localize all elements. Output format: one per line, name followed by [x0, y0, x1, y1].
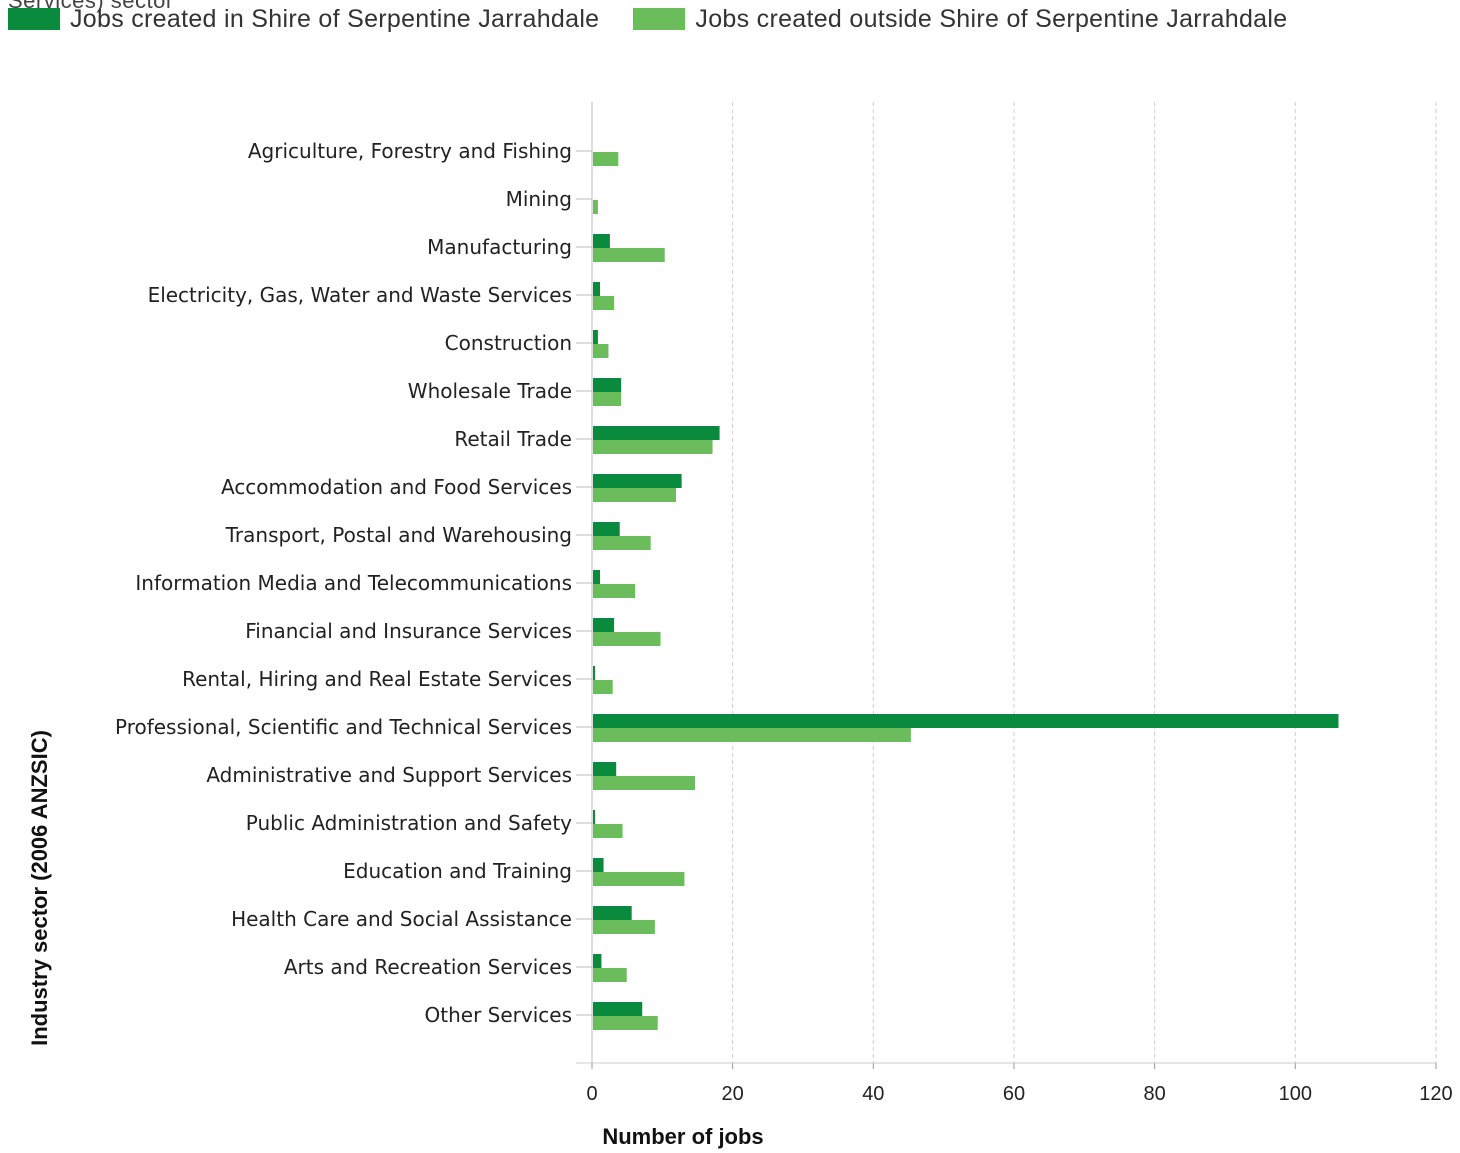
bar-outside-shire — [593, 392, 622, 406]
bar-outside-shire — [593, 248, 665, 262]
x-axis-title: Number of jobs — [602, 1124, 763, 1149]
bar-outside-shire — [593, 344, 609, 358]
bar-outside-shire — [593, 680, 613, 694]
category-label: Public Administration and Safety — [246, 811, 572, 835]
bar-outside-shire — [593, 920, 655, 934]
chart-legend: Jobs created in Shire of Serpentine Jarr… — [8, 4, 1321, 34]
bar-inside-shire — [593, 954, 602, 968]
bar-inside-shire — [593, 570, 601, 584]
legend-swatch-inside — [8, 8, 60, 30]
x-tick-label-120: 120 — [1419, 1083, 1452, 1105]
bar-outside-shire — [593, 968, 627, 982]
bar-inside-shire — [593, 906, 632, 920]
bar-inside-shire — [593, 762, 617, 776]
x-tick-label-80: 80 — [1144, 1083, 1166, 1105]
x-tick-label-60: 60 — [1003, 1083, 1025, 1105]
category-label: Health Care and Social Assistance — [231, 907, 572, 931]
category-label: Other Services — [425, 1003, 572, 1027]
bar-inside-shire — [593, 234, 610, 248]
x-tick-label-0: 0 — [586, 1083, 597, 1105]
category-label: Administrative and Support Services — [206, 763, 572, 787]
bar-outside-shire — [593, 488, 676, 502]
bar-outside-shire — [593, 440, 713, 454]
bar-outside-shire — [593, 632, 661, 646]
bar-inside-shire — [593, 330, 598, 344]
category-label: Financial and Insurance Services — [245, 619, 572, 643]
category-label: Arts and Recreation Services — [284, 955, 572, 979]
category-label: Wholesale Trade — [408, 379, 572, 403]
legend-swatch-outside — [633, 8, 686, 30]
bar-inside-shire — [593, 618, 615, 632]
bar-outside-shire — [593, 728, 911, 742]
grid-lines — [732, 102, 1437, 1063]
bar-outside-shire — [593, 200, 598, 214]
category-label: Education and Training — [343, 859, 572, 883]
bar-inside-shire — [593, 282, 601, 296]
bar-outside-shire — [593, 872, 685, 886]
bar-inside-shire — [593, 858, 604, 872]
bar-outside-shire — [593, 152, 619, 166]
category-label: Retail Trade — [454, 427, 572, 451]
category-label: Professional, Scientific and Technical S… — [115, 715, 572, 739]
legend-label-outside: Jobs created outside Shire of Serpentine… — [695, 4, 1288, 33]
x-tick-labels: 0 20 40 60 80 100 120 — [586, 1083, 1452, 1105]
axes-group — [576, 102, 1437, 1069]
bar-inside-shire — [593, 474, 682, 488]
category-label: Transport, Postal and Warehousing — [225, 523, 572, 547]
bar-inside-shire — [593, 426, 720, 440]
x-tick-label-40: 40 — [862, 1083, 884, 1105]
bar-outside-shire — [593, 536, 651, 550]
x-tick-label-20: 20 — [722, 1083, 744, 1105]
bar-outside-shire — [593, 296, 615, 310]
bar-inside-shire — [593, 810, 596, 824]
category-label: Manufacturing — [427, 235, 572, 259]
bar-outside-shire — [593, 824, 623, 838]
bar-inside-shire — [593, 378, 622, 392]
category-label: Information Media and Telecommunications — [135, 571, 572, 595]
x-tick-label-100: 100 — [1279, 1083, 1312, 1105]
legend-item-outside[interactable]: Jobs created outside Shire of Serpentine… — [633, 5, 1287, 34]
category-label: Mining — [506, 187, 572, 211]
bar-inside-shire — [593, 1002, 643, 1016]
bar-outside-shire — [593, 1016, 658, 1030]
bars-group — [593, 152, 1339, 1030]
category-label: Rental, Hiring and Real Estate Services — [182, 667, 572, 691]
bar-inside-shire — [593, 714, 1339, 728]
bar-inside-shire — [593, 666, 596, 680]
y-axis-title: Industry sector (2006 ANZSIC) — [27, 730, 52, 1046]
category-label: Electricity, Gas, Water and Waste Servic… — [148, 283, 572, 307]
category-labels: Agriculture, Forestry and Fishing Mining M… — [115, 139, 572, 1027]
category-label: Agriculture, Forestry and Fishing — [248, 139, 572, 163]
category-label: Construction — [445, 331, 572, 355]
bar-inside-shire — [593, 522, 620, 536]
legend-item-inside[interactable]: Jobs created in Shire of Serpentine Jarr… — [8, 5, 599, 34]
bar-outside-shire — [593, 584, 636, 598]
legend-label-inside: Jobs created in Shire of Serpentine Jarr… — [70, 4, 600, 33]
category-label: Accommodation and Food Services — [221, 475, 572, 499]
bar-outside-shire — [593, 776, 695, 790]
